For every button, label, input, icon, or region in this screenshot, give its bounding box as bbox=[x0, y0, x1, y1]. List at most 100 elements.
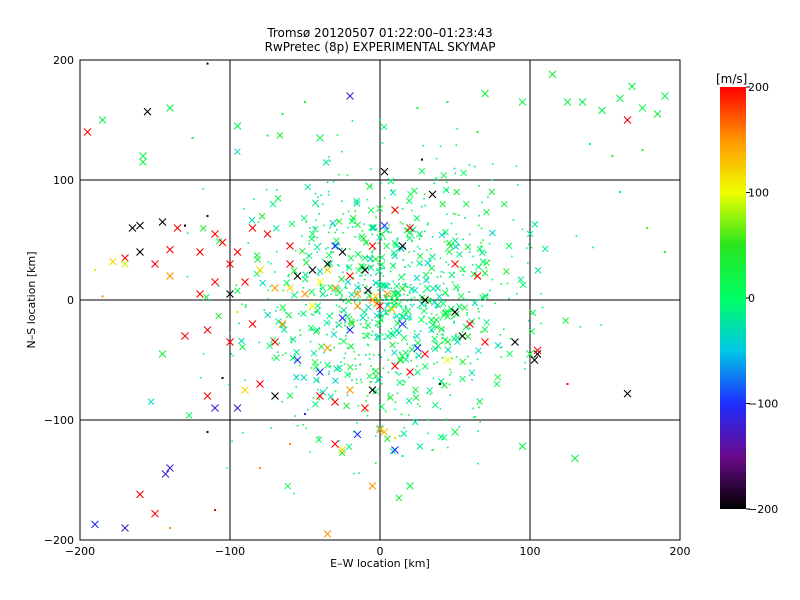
cloud-point bbox=[416, 252, 424, 260]
cloud-point bbox=[257, 221, 260, 224]
cloud-point bbox=[317, 205, 320, 208]
cloud-point bbox=[375, 228, 378, 230]
cloud-point bbox=[483, 259, 490, 267]
cloud-point bbox=[473, 416, 475, 419]
cloud-point bbox=[382, 289, 384, 292]
data-point-x bbox=[271, 338, 279, 346]
data-point-x bbox=[241, 386, 249, 394]
data-point-x bbox=[380, 428, 389, 436]
cloud-point bbox=[453, 322, 455, 324]
cloud-point bbox=[456, 127, 459, 130]
cloud-point bbox=[320, 361, 322, 364]
cloud-point bbox=[299, 247, 306, 255]
cloud-point bbox=[487, 196, 489, 198]
cloud-point bbox=[375, 462, 377, 464]
data-point-x bbox=[338, 314, 347, 322]
cloud-point bbox=[462, 274, 464, 276]
cloud-point bbox=[480, 227, 483, 230]
cloud-point bbox=[457, 292, 465, 300]
cloud-point bbox=[285, 311, 293, 319]
cloud-point bbox=[397, 328, 399, 331]
cloud-point bbox=[247, 242, 250, 244]
cloud-point bbox=[297, 312, 300, 315]
data-point-x bbox=[353, 290, 362, 298]
cloud-point bbox=[517, 184, 519, 186]
cloud-point bbox=[326, 294, 328, 297]
cloud-point bbox=[471, 264, 474, 266]
cloud-point bbox=[372, 255, 379, 263]
data-point-x bbox=[308, 302, 317, 310]
cloud-point bbox=[327, 194, 330, 196]
cloud-point bbox=[356, 319, 359, 322]
cloud-point bbox=[442, 186, 450, 194]
cloud-point bbox=[294, 415, 296, 417]
data-point-x bbox=[226, 290, 234, 298]
cloud-point bbox=[445, 261, 448, 263]
cloud-point bbox=[269, 200, 277, 208]
cloud-point bbox=[441, 300, 444, 302]
cloud-point bbox=[370, 381, 372, 383]
cloud-point bbox=[499, 333, 502, 336]
cloud-point bbox=[284, 482, 292, 490]
data-point-x bbox=[661, 92, 669, 100]
cloud-point bbox=[384, 435, 391, 443]
cloud-point bbox=[442, 333, 444, 336]
cloud-point bbox=[405, 283, 407, 285]
cloud-point bbox=[347, 328, 349, 330]
cloud-point bbox=[483, 318, 491, 326]
cloud-point bbox=[433, 182, 436, 185]
cloud-point bbox=[343, 357, 346, 360]
cloud-point bbox=[460, 169, 468, 177]
cloud-point bbox=[330, 331, 338, 338]
cloud-point bbox=[346, 346, 349, 349]
cloud-point bbox=[478, 317, 481, 320]
cloud-point bbox=[419, 330, 422, 332]
data-point-dot bbox=[304, 101, 306, 103]
cloud-point bbox=[295, 386, 297, 388]
cloud-point bbox=[528, 243, 530, 246]
cloud-point bbox=[202, 352, 205, 355]
data-point-x bbox=[533, 350, 542, 358]
data-point-x bbox=[316, 278, 324, 286]
data-point-x bbox=[151, 260, 159, 268]
cloud-point bbox=[419, 405, 421, 408]
data-point-x bbox=[346, 92, 354, 100]
cloud-point bbox=[305, 427, 307, 430]
cloud-point bbox=[360, 257, 363, 259]
cloud-point bbox=[199, 225, 207, 232]
plot-area bbox=[79, 59, 681, 541]
cloud-point bbox=[367, 255, 374, 263]
cloud-point bbox=[489, 289, 491, 292]
data-point-x bbox=[368, 242, 377, 250]
cloud-point bbox=[470, 270, 478, 278]
cloud-point bbox=[376, 424, 384, 432]
data-point-x bbox=[481, 89, 489, 98]
cloud-point bbox=[477, 307, 479, 310]
cloud-point bbox=[421, 205, 423, 208]
cloud-point bbox=[345, 297, 352, 305]
cloud-point bbox=[276, 132, 284, 139]
cloud-point bbox=[436, 361, 438, 364]
cloud-point bbox=[376, 234, 383, 241]
data-point-x bbox=[136, 248, 144, 256]
data-point-dot bbox=[646, 227, 648, 229]
cloud-point bbox=[276, 351, 279, 354]
cloud-point bbox=[383, 197, 386, 199]
x-tick-label: 0 bbox=[377, 545, 384, 558]
cloud-point bbox=[404, 381, 406, 384]
cloud-point bbox=[355, 368, 357, 370]
cloud-point bbox=[410, 316, 413, 319]
cloud-point bbox=[244, 304, 247, 306]
data-point-x bbox=[218, 238, 227, 247]
cloud-point bbox=[397, 273, 405, 281]
cloud-point bbox=[434, 177, 437, 179]
cloud-point bbox=[403, 273, 406, 276]
cloud-point bbox=[375, 324, 377, 326]
cloud-point bbox=[449, 344, 452, 346]
cloud-point bbox=[344, 352, 347, 355]
cloud-point bbox=[387, 371, 390, 374]
cloud-point bbox=[529, 309, 537, 317]
cloud-point bbox=[562, 317, 570, 325]
cloud-point bbox=[435, 284, 438, 287]
